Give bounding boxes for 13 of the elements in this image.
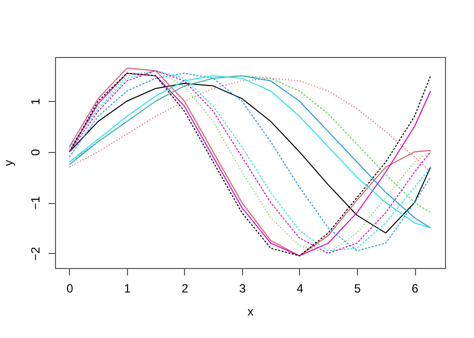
x-tick-label: 4 <box>296 282 304 296</box>
x-tick-label: 6 <box>412 282 419 296</box>
y-tick-label: −1 <box>28 196 42 210</box>
x-tick-label: 5 <box>354 282 362 296</box>
x-tick-label: 3 <box>239 282 246 296</box>
x-axis-title: x <box>248 304 254 318</box>
x-tick-label: 2 <box>182 282 189 296</box>
y-tick-label: 0 <box>28 148 42 156</box>
y-tick-label: 1 <box>28 98 42 105</box>
x-tick-label: 0 <box>66 282 74 296</box>
y-tick-label: −2 <box>28 246 42 261</box>
y-axis-title: y <box>2 160 16 166</box>
x-tick-label: 1 <box>124 282 132 296</box>
